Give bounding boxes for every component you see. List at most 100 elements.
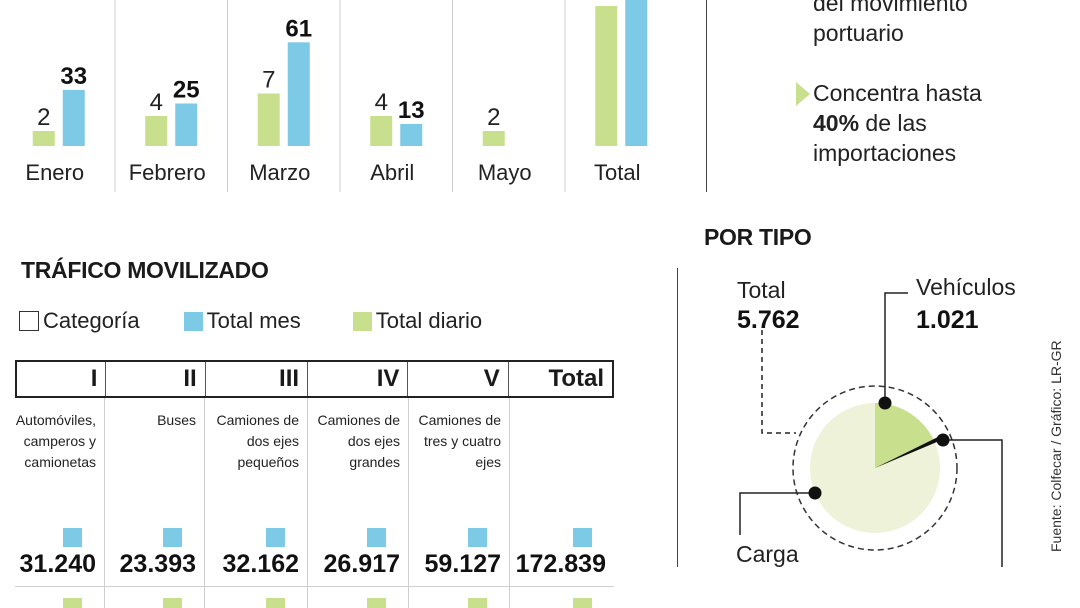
bar-blue: [287, 42, 310, 146]
monthly-value: 59.127: [424, 550, 501, 578]
legend-category-swatch: [19, 311, 39, 331]
pie-carga-label: Carga: [736, 541, 799, 567]
monthly-bar-chart: 2 33 Enero 4 25 Febrero 7 61 Marzo 4 13 Abril 2 Mayo T…: [25, 0, 648, 192]
bullet-arrow-icon: [796, 82, 812, 107]
monthly-marker: [367, 528, 386, 547]
daily-marker: [573, 598, 592, 608]
table-row-separator: [15, 586, 614, 587]
bar-green: [370, 116, 393, 146]
monthly-value: 23.393: [119, 550, 196, 578]
bar-green-label: 2: [487, 104, 500, 131]
bullet-2-line-3: importaciones: [813, 140, 957, 166]
table-header-row: I II III IV V Total: [15, 360, 614, 398]
bar-blue: [625, 0, 648, 146]
bar-blue-label: 33: [60, 63, 87, 90]
bullet-1-line-2: portuario: [813, 20, 904, 46]
table-body: Automóviles, camperos y camionetas 31.240…: [15, 398, 614, 608]
bullet-2-rest: de las: [859, 110, 927, 136]
legend-category-label: Categoría: [43, 308, 140, 333]
header-cell: Total: [548, 365, 604, 392]
table-column: Buses 23.393: [105, 398, 205, 608]
pie-divider: [677, 268, 678, 567]
dot-vehiculos: [878, 396, 892, 410]
monthly-value: 31.240: [19, 550, 96, 578]
daily-marker: [468, 598, 487, 608]
month-label: Total: [594, 160, 640, 185]
bullet-2-line-1: Concentra hasta: [813, 80, 982, 106]
monthly-marker: [266, 528, 285, 547]
traffic-title: TRÁFICO MOVILIZADO: [21, 257, 269, 283]
pie-vehiculos-label: Vehículos: [916, 274, 1016, 300]
bar-green: [595, 6, 618, 146]
bar-green-label: 2: [37, 104, 50, 131]
bar-green-label: 4: [375, 89, 388, 116]
bar-green: [32, 131, 55, 146]
bar-blue: [62, 89, 85, 146]
traffic-table: I II III IV V Total Automóviles, camperos y c…: [15, 360, 614, 608]
daily-marker: [63, 598, 82, 608]
bullet-2-bold: 40%: [813, 110, 860, 136]
table-column: Automóviles, camperos y camionetas 31.240: [15, 398, 105, 608]
month-label: Febrero: [129, 160, 206, 185]
bullet-2-line-2: 40% de las: [813, 108, 982, 138]
pie-outer-ring: [792, 385, 958, 551]
pie-title: POR TIPO: [704, 224, 812, 250]
pie-total-label: Total: [737, 277, 786, 303]
header-cell: III: [206, 362, 309, 396]
monthly-value: 172.839: [515, 550, 606, 578]
leader-other: [943, 439, 1003, 567]
daily-marker: [163, 598, 182, 608]
monthly-value: 32.162: [222, 550, 299, 578]
pie-slice-other: [875, 436, 941, 468]
bar-green: [482, 131, 505, 146]
daily-marker: [367, 598, 386, 608]
vertical-divider: [706, 0, 707, 192]
month-label: Marzo: [249, 160, 310, 185]
month-label: Abril: [370, 160, 414, 185]
category-description: Camiones de dos ejes grandes: [317, 412, 401, 470]
pie-slice-vehiculos: [875, 403, 934, 468]
table-column: Camiones de tres y cuatro ejes 59.127: [409, 398, 510, 608]
bar-blue: [175, 103, 198, 146]
monthly-marker: [63, 528, 82, 547]
source-credit: Fuente: Colfecar / Gráfico: LR-GR: [1048, 340, 1064, 552]
dot-carga: [808, 486, 822, 500]
leader-total: [761, 330, 796, 434]
monthly-marker: [573, 528, 592, 547]
month-label: Enero: [25, 160, 84, 185]
legend-monthly-label: Total mes: [206, 308, 301, 333]
pie-vehiculos-value: 1.021: [916, 306, 979, 334]
leader-carga: [739, 492, 815, 535]
monthly-marker: [163, 528, 182, 547]
dot-other: [936, 433, 950, 447]
bar-blue: [400, 123, 423, 146]
header-cell: IV: [308, 362, 409, 396]
pie-total-value: 5.762: [737, 306, 800, 334]
legend-monthly-swatch: [183, 311, 203, 331]
table-column: Camiones de dos ejes grandes 26.917: [308, 398, 409, 608]
table-column: 172.839: [510, 398, 614, 608]
pie-chart: Total 5.762 Vehículos 1.021 Carga: [736, 274, 1016, 567]
bar-green: [257, 93, 280, 146]
traffic-legend: Categoría Total mes Total diario: [19, 308, 482, 334]
bar-blue-label: 13: [398, 97, 425, 124]
header-cell: V: [408, 362, 509, 396]
monthly-marker: [468, 528, 487, 547]
bullet-item-2: Concentra hasta 40% de las importaciones: [813, 78, 982, 168]
bullet-1-line-1: del movimiento: [813, 0, 968, 16]
category-description: Buses: [157, 412, 196, 428]
table-column: Camiones de dos ejes pequeños 32.162: [205, 398, 308, 608]
header-cell: II: [106, 362, 206, 396]
category-description: Camiones de tres y cuatro ejes: [418, 412, 502, 470]
bar-green-label: 7: [262, 67, 275, 94]
bar-blue-label: 61: [285, 15, 312, 42]
monthly-value: 26.917: [323, 550, 400, 578]
category-description: Camiones de dos ejes pequeños: [216, 412, 300, 470]
leader-vehiculos: [884, 292, 908, 403]
month-label: Mayo: [478, 160, 532, 185]
daily-marker: [266, 598, 285, 608]
bar-green-label: 4: [150, 89, 163, 116]
bullet-item-1: del movimiento portuario: [813, 0, 968, 48]
legend-daily-swatch: [352, 311, 372, 331]
legend-daily-label: Total diario: [375, 308, 483, 333]
